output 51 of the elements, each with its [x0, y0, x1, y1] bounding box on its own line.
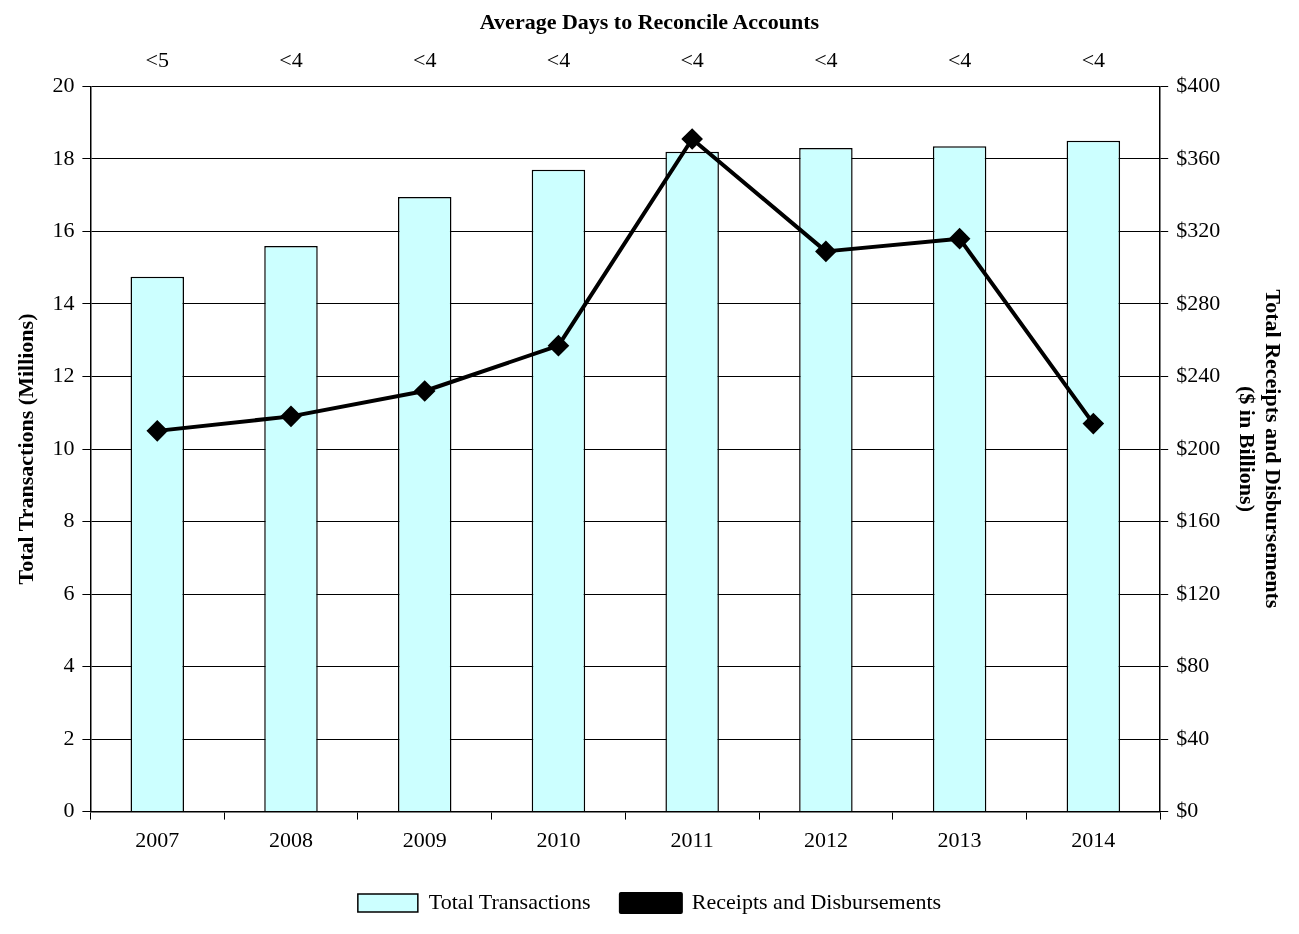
- y-tick-label: 12: [52, 362, 75, 388]
- text: <5: [145, 47, 169, 73]
- y2-tick-label: $80: [1176, 652, 1210, 678]
- y-tick-label: 4: [63, 652, 75, 678]
- point: [682, 128, 703, 149]
- x-tick-label: 2009: [402, 826, 447, 852]
- y-tick-label: 6: [63, 579, 75, 605]
- text: <4: [413, 47, 437, 73]
- y-axis-title: Total Transactions (Millions): [12, 313, 38, 585]
- y-tick-label: 2: [63, 724, 75, 750]
- x-tick-label: 2012: [803, 826, 848, 852]
- y-tick-label: 20: [52, 72, 75, 98]
- y2-tick-label: $200: [1176, 434, 1221, 460]
- y2-tick-label: $360: [1176, 144, 1221, 170]
- y-tick-label: 14: [52, 289, 75, 315]
- x-tick-label: 2014: [1071, 826, 1116, 852]
- y2-tick-label: $280: [1176, 289, 1221, 315]
- y2-tick-label: $120: [1176, 579, 1221, 605]
- y-tick-label: 0: [63, 797, 75, 823]
- y-tick-label: 18: [52, 144, 75, 170]
- y2-tick-label: $40: [1176, 724, 1210, 750]
- x-tick-label: 2010: [536, 826, 581, 852]
- x-tick-label: 2013: [937, 826, 982, 852]
- text: <4: [680, 47, 704, 73]
- y2-tick-label: $240: [1176, 362, 1221, 388]
- text: <4: [947, 47, 972, 73]
- text: <4: [546, 47, 571, 73]
- y2-tick-label: $160: [1176, 507, 1221, 533]
- text: <4: [814, 47, 838, 73]
- y-tick-label: 10: [52, 434, 75, 460]
- point: [815, 241, 836, 262]
- x-tick-label: 2007: [135, 826, 180, 852]
- legend-label: Receipts and Disbursements: [691, 888, 942, 914]
- y2-axis-title: Total Receipts and Disbursements ($ in Billions): [1234, 289, 1287, 609]
- point: [949, 228, 970, 249]
- legend-label: Total Transactions: [428, 888, 591, 914]
- text: <4: [279, 47, 303, 73]
- point: [1083, 413, 1104, 434]
- point: [280, 406, 301, 427]
- point: [147, 420, 168, 441]
- chart-title: Average Days to Reconcile Accounts: [479, 8, 820, 34]
- x-tick-label: 2011: [670, 826, 714, 852]
- y2-tick-label: $0: [1176, 797, 1199, 823]
- y2-tick-label: $400: [1176, 72, 1221, 98]
- text: <4: [1081, 47, 1106, 73]
- x-tick-label: 2008: [268, 826, 313, 852]
- y-tick-label: 8: [63, 507, 75, 533]
- point: [414, 380, 435, 401]
- y-tick-label: 16: [52, 217, 75, 243]
- point: [548, 335, 569, 356]
- y2-tick-label: $320: [1176, 217, 1221, 243]
